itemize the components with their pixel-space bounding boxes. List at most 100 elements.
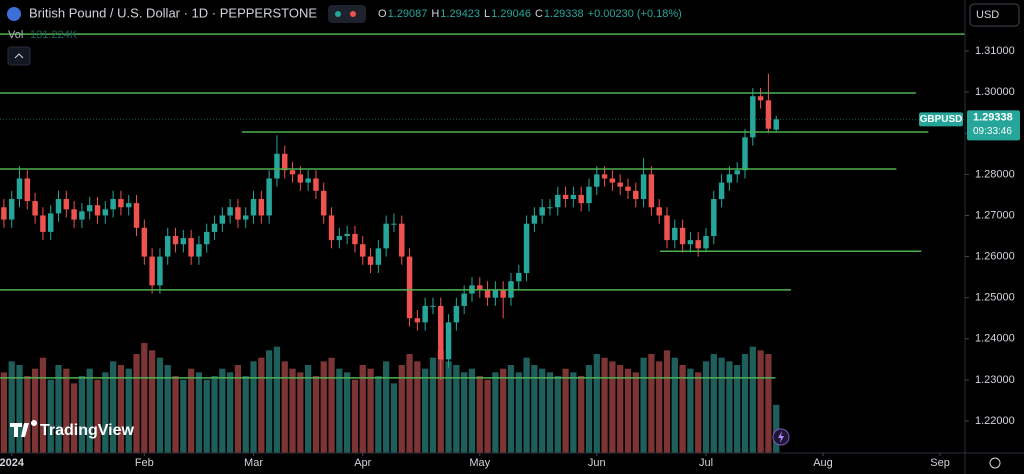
candle-body xyxy=(570,194,577,200)
volume-bar xyxy=(242,376,249,453)
ohlc-key: C xyxy=(535,8,543,20)
volume-bar xyxy=(445,361,452,453)
volume-bar xyxy=(125,368,132,453)
candle-body xyxy=(562,194,569,200)
y-tick-label: 1.22000 xyxy=(975,415,1015,427)
volume-bar xyxy=(141,343,148,453)
volume-bar xyxy=(726,361,733,453)
candle-body xyxy=(336,236,343,241)
candle-body xyxy=(547,207,553,209)
candle-body xyxy=(172,236,179,245)
candle-body xyxy=(164,236,171,257)
candle-body xyxy=(196,244,202,257)
volume-bar xyxy=(710,354,717,453)
volume-bar xyxy=(679,365,686,453)
events-bolt xyxy=(778,431,784,443)
volume-bar xyxy=(554,376,561,453)
candle-body xyxy=(687,240,694,245)
candle-body xyxy=(430,305,436,307)
candle-body xyxy=(40,215,46,232)
candle-body xyxy=(531,215,538,224)
currency-button[interactable] xyxy=(969,3,1020,27)
volume-bar xyxy=(203,379,210,453)
candle-body xyxy=(406,256,413,319)
volume-bar xyxy=(422,368,429,453)
volume-bar xyxy=(609,361,616,453)
candle-body xyxy=(695,240,701,249)
volume-bar xyxy=(0,372,8,453)
candle-body xyxy=(188,238,194,257)
settings-icon[interactable] xyxy=(989,457,1001,469)
candle-body xyxy=(141,227,148,257)
volume-bar xyxy=(149,350,156,453)
volume-bar xyxy=(507,365,515,453)
candle-body xyxy=(664,215,670,241)
last-price-label: 1.29338 xyxy=(973,111,1013,123)
candle-body xyxy=(305,178,311,183)
volume-bar xyxy=(234,365,242,453)
volume-bar xyxy=(297,372,304,453)
candle-body xyxy=(679,227,686,245)
collapse-icon xyxy=(14,53,24,59)
volume-bar xyxy=(546,372,554,453)
volume-bar xyxy=(63,368,70,453)
candle-body xyxy=(110,199,116,210)
candle-body xyxy=(211,223,218,232)
candle-body xyxy=(102,209,109,216)
candle-body xyxy=(352,233,358,245)
candle-body xyxy=(757,96,764,101)
price-badge xyxy=(967,110,1020,141)
candle-body xyxy=(750,96,756,138)
candle-body xyxy=(765,100,772,129)
collapse-button[interactable] xyxy=(7,46,31,66)
candle-body xyxy=(625,186,631,191)
candle-body xyxy=(609,178,616,183)
currency-label[interactable]: USD xyxy=(976,9,999,21)
y-tick-label: 1.25000 xyxy=(975,292,1015,304)
candle-body xyxy=(180,238,187,245)
volume-bar xyxy=(515,372,522,453)
volume-bar xyxy=(117,365,125,453)
x-tick-label: Sep xyxy=(930,457,950,469)
candle-body xyxy=(601,174,608,179)
volume-bar xyxy=(718,357,725,453)
candle-body xyxy=(586,186,592,204)
candle-body xyxy=(94,205,101,216)
volume-bar xyxy=(398,365,405,453)
volume-bar xyxy=(78,376,86,453)
volume-bar xyxy=(367,368,374,453)
x-tick-label: Feb xyxy=(135,457,154,469)
candle-body xyxy=(640,174,647,200)
symbol-badge xyxy=(919,112,963,127)
volume-bar xyxy=(328,357,335,453)
watermark-text: TradingView xyxy=(40,422,135,439)
y-tick-label: 1.27000 xyxy=(975,209,1015,221)
candle-body xyxy=(55,199,62,214)
candle-body xyxy=(16,178,23,200)
volume-bar xyxy=(344,372,351,453)
volume-bar xyxy=(55,365,62,453)
volume-bar xyxy=(24,376,31,453)
candle-body xyxy=(79,211,85,220)
x-tick-label: Jun xyxy=(588,457,606,469)
volume-bar xyxy=(570,372,577,453)
volume-bar xyxy=(500,368,507,453)
volume-bar xyxy=(383,361,390,453)
candle-body xyxy=(258,199,265,216)
candle-body xyxy=(344,233,350,237)
volume-bar xyxy=(336,368,343,453)
candle-body xyxy=(243,215,249,220)
watermark: TradingView xyxy=(10,420,135,439)
volume-bar xyxy=(8,361,15,453)
candle-body xyxy=(383,223,389,249)
candle-body xyxy=(672,227,678,241)
symbol-icon[interactable] xyxy=(7,7,21,21)
candle-body xyxy=(445,322,452,360)
volume-bar xyxy=(406,354,413,453)
status-badge[interactable] xyxy=(328,5,366,23)
candle-body xyxy=(282,153,288,171)
volume-bar xyxy=(468,368,476,453)
volume-bar xyxy=(632,372,639,453)
volume-bar xyxy=(180,379,187,453)
volume-bar xyxy=(390,383,398,453)
